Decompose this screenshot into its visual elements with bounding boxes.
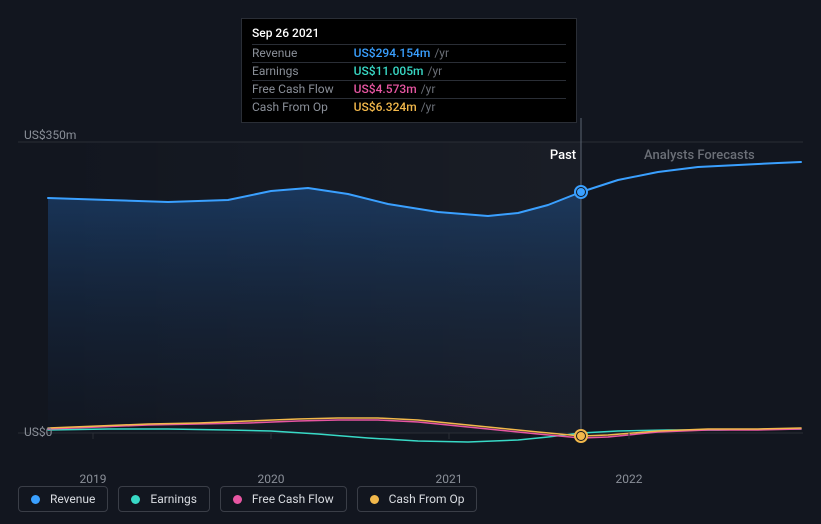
financials-chart: Sep 26 2021 RevenueUS$294.154m/yrEarning…	[0, 0, 821, 524]
tooltip-row: EarningsUS$11.005m/yr	[252, 63, 566, 81]
legend-swatch	[31, 495, 40, 504]
tooltip-row-value: US$11.005m/yr	[354, 63, 566, 81]
legend-label: Earnings	[150, 492, 197, 506]
tooltip-row-value: US$294.154m/yr	[354, 45, 566, 63]
tooltip-date: Sep 26 2021	[252, 25, 566, 44]
x-axis-tick-label: 2022	[616, 472, 643, 486]
legend-item-fcf[interactable]: Free Cash Flow	[220, 486, 347, 512]
x-axis-tick-label: 2019	[80, 472, 107, 486]
tooltip-row-label: Earnings	[252, 63, 354, 81]
legend-label: Revenue	[50, 492, 95, 506]
tooltip-table: RevenueUS$294.154m/yrEarningsUS$11.005m/…	[252, 44, 566, 116]
tooltip-row: Free Cash FlowUS$4.573m/yr	[252, 81, 566, 99]
y-axis-max-label: US$350m	[24, 128, 76, 142]
tooltip-row-label: Cash From Op	[252, 99, 354, 117]
region-label-past: Past	[550, 148, 576, 163]
legend-swatch	[131, 495, 140, 504]
chart-svg	[18, 118, 803, 464]
x-axis-tick-label: 2021	[436, 472, 463, 486]
legend-label: Free Cash Flow	[252, 492, 334, 506]
legend-label: Cash From Op	[389, 492, 465, 506]
tooltip-row-label: Free Cash Flow	[252, 81, 354, 99]
legend-item-cfo[interactable]: Cash From Op	[357, 486, 478, 512]
chart-legend: Revenue Earnings Free Cash Flow Cash From O…	[18, 486, 477, 512]
tooltip-row-label: Revenue	[252, 45, 354, 63]
tooltip-row-value: US$6.324m/yr	[354, 99, 566, 117]
y-axis-zero-label: US$0	[24, 425, 52, 439]
region-label-forecast: Analysts Forecasts	[644, 148, 755, 163]
chart-plot-area: US$350m US$0 Past Analysts Forecasts 201…	[18, 118, 803, 464]
legend-swatch	[233, 495, 242, 504]
tooltip-row-value: US$4.573m/yr	[354, 81, 566, 99]
tooltip-row: RevenueUS$294.154m/yr	[252, 45, 566, 63]
x-axis-tick-label: 2020	[258, 472, 285, 486]
chart-tooltip: Sep 26 2021 RevenueUS$294.154m/yrEarning…	[241, 18, 577, 123]
tooltip-row: Cash From OpUS$6.324m/yr	[252, 99, 566, 117]
legend-item-revenue[interactable]: Revenue	[18, 486, 108, 512]
legend-item-earnings[interactable]: Earnings	[118, 486, 210, 512]
legend-swatch	[370, 495, 379, 504]
